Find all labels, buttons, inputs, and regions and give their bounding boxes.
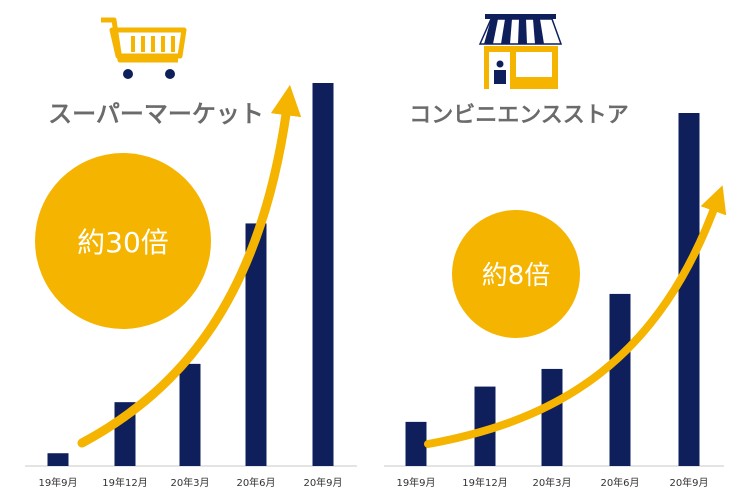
bar [609, 293, 631, 466]
bar-series-supermarket [47, 83, 334, 466]
x-tick-labels-supermarket: 19年9月 19年12月 20年3月 20年6月 20年9月 [38, 476, 342, 489]
x-tick-label: 19年12月 [102, 476, 147, 489]
x-tick-label: 19年12月 [462, 476, 507, 489]
bar [541, 368, 563, 466]
bar [678, 113, 700, 466]
chart-panel-convenience-store: コンビニエンスストア 19年9月 19年12月 20年3月 20年6月 20年9月 約8… [384, 14, 727, 489]
bar [179, 363, 201, 466]
growth-badge-label: 約8倍 [482, 261, 551, 291]
x-tick-label: 20年6月 [236, 476, 275, 489]
chart-title-supermarket: スーパーマーケット [48, 100, 264, 128]
convenience-store-icon [478, 14, 563, 89]
bar [312, 83, 334, 466]
growth-badge [35, 153, 211, 329]
x-tick-label: 20年6月 [600, 476, 639, 489]
growth-badge-label: 約30倍 [77, 226, 169, 259]
x-tick-label: 20年9月 [669, 476, 708, 489]
growth-arrow [77, 84, 302, 448]
bar-series-convenience-store [405, 113, 700, 466]
x-tick-label: 20年3月 [532, 476, 571, 489]
shopping-cart-icon [101, 17, 187, 79]
bar [405, 421, 427, 466]
growth-badge [452, 210, 580, 338]
bar [245, 223, 267, 466]
chart-title-convenience-store: コンビニエンスストア [409, 103, 629, 128]
x-tick-label: 19年9月 [396, 476, 435, 489]
x-tick-labels-convenience-store: 19年9月 19年12月 20年3月 20年6月 20年9月 [396, 476, 708, 489]
chart-panel-supermarket: スーパーマーケット 19年9月 19年12月 20年3月 20年6月 20年9月 約30… [25, 17, 357, 489]
x-tick-label: 20年3月 [170, 476, 209, 489]
growth-arrow [424, 185, 727, 448]
x-tick-label: 20年9月 [303, 476, 342, 489]
x-tick-label: 19年9月 [38, 476, 77, 489]
bar [47, 453, 69, 466]
